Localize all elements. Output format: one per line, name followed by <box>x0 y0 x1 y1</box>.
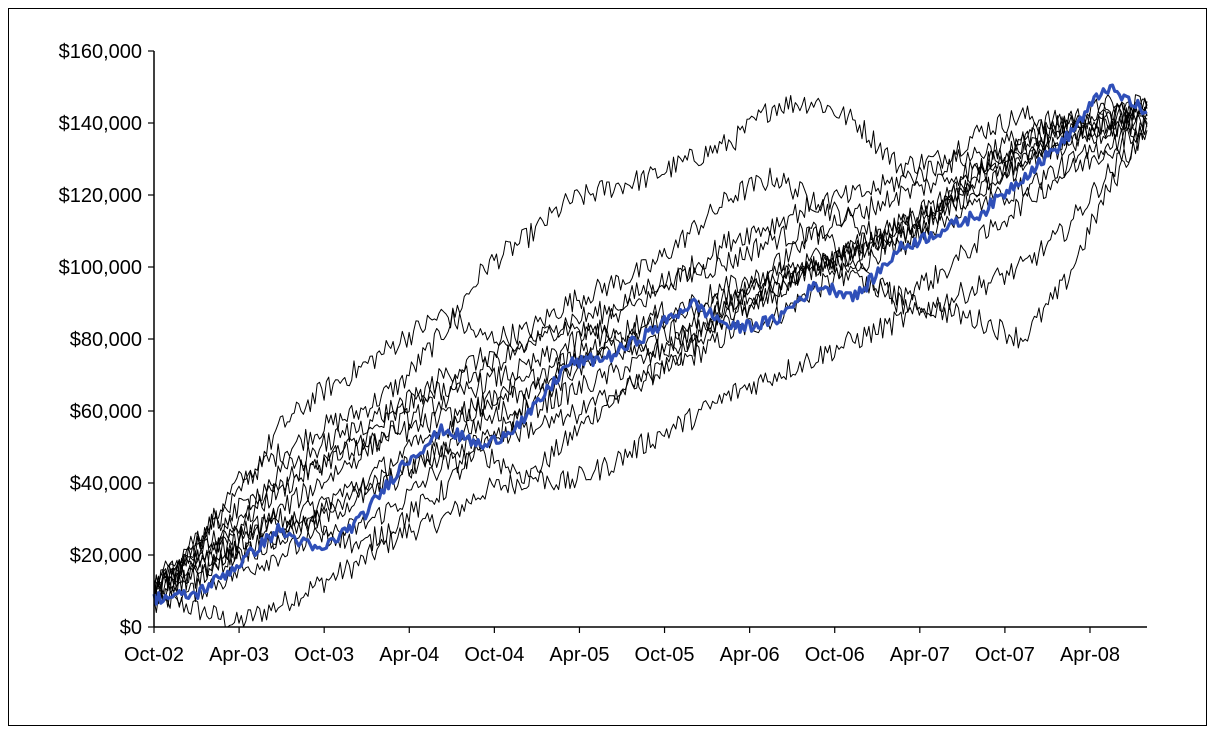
x-tick-label: Oct-02 <box>124 644 184 666</box>
x-tick-label: Apr-04 <box>379 644 439 666</box>
y-tick-label: $100,000 <box>59 257 142 279</box>
chart-frame: $0 $20,000 $40,000 $60,000 $80,000 $100,000 $1… <box>8 8 1207 726</box>
y-tick-label: $80,000 <box>70 329 142 351</box>
x-tick-label: Apr-03 <box>209 644 269 666</box>
series-line <box>153 119 1148 599</box>
x-tick-label: Oct-06 <box>805 644 865 666</box>
series-line <box>153 106 1148 595</box>
y-tick-label: $0 <box>120 617 142 639</box>
series-line <box>153 94 1148 607</box>
series-line <box>153 100 1148 605</box>
y-tick-label: $60,000 <box>70 401 142 423</box>
series-line <box>153 130 1148 613</box>
x-tick-label: Apr-06 <box>720 644 780 666</box>
y-tick-label: $20,000 <box>70 545 142 567</box>
x-tick-label: Apr-05 <box>549 644 609 666</box>
series-line <box>153 106 1148 592</box>
x-tick-label: Apr-08 <box>1060 644 1120 666</box>
y-tick-label: $160,000 <box>59 41 142 63</box>
series-layer <box>152 83 1148 628</box>
y-tick-label: $40,000 <box>70 473 142 495</box>
x-tick-label: Oct-07 <box>975 644 1035 666</box>
line-chart: $0 $20,000 $40,000 $60,000 $80,000 $100,000 $1… <box>59 41 1148 666</box>
x-tick-label: Oct-05 <box>635 644 695 666</box>
highlighted-series-line <box>152 83 1148 606</box>
x-tick-label: Oct-04 <box>464 644 524 666</box>
y-tick-label: $120,000 <box>59 185 142 207</box>
x-tick-label: Oct-03 <box>294 644 354 666</box>
y-tick-label: $140,000 <box>59 113 142 135</box>
ticks-layer: $0 $20,000 $40,000 $60,000 $80,000 $100,000 $1… <box>59 41 1120 666</box>
series-line <box>153 122 1148 591</box>
series-line <box>153 118 1148 599</box>
x-tick-label: Apr-07 <box>890 644 950 666</box>
series-line <box>153 94 1148 590</box>
